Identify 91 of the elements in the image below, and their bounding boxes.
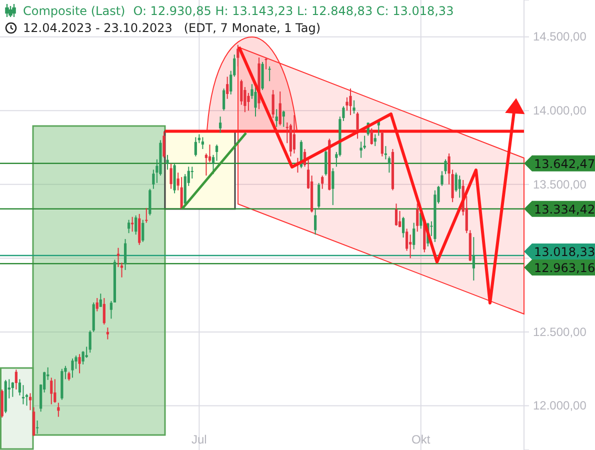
- candlestick: [166, 154, 169, 170]
- candlestick: [57, 402, 60, 418]
- y-tick-label: 14.500,00: [533, 30, 587, 44]
- candlestick: [321, 175, 324, 190]
- candlestick: [282, 110, 285, 128]
- candlestick: [440, 170, 444, 186]
- candlestick: [145, 208, 148, 224]
- y-tick-label: 12.500,00: [533, 324, 587, 339]
- candlestick: [388, 156, 391, 174]
- y-tick-label: 13.500,00: [533, 177, 587, 192]
- candlestick: [162, 130, 166, 158]
- candlestick: [71, 358, 74, 378]
- chart-title: Composite (Last): [23, 4, 126, 18]
- candlestick: [384, 146, 387, 160]
- candlestick: [402, 216, 405, 238]
- candlestick: [278, 90, 282, 126]
- candlestick: [194, 136, 197, 157]
- candlestick: [352, 100, 356, 114]
- candlestick: [128, 219, 130, 234]
- candlestick: [332, 168, 334, 206]
- candlestick: [102, 298, 106, 326]
- text: 12.04.2023 - 23.10.2023 (EDT, 7 Monate, 1 Tag): [23, 21, 321, 35]
- candlestick: [170, 163, 172, 190]
- candlestick: [14, 369, 18, 390]
- candlestick: [134, 214, 138, 236]
- x-tick-label: Jul: [192, 432, 207, 447]
- candlestick: [412, 222, 416, 250]
- candlestick: [349, 88, 352, 116]
- candlestick: [268, 66, 271, 82]
- candlestick: [106, 327, 109, 340]
- candlestick: [264, 57, 268, 70]
- candlestick: [148, 188, 152, 216]
- candlestick: [314, 208, 317, 236]
- candlestick: [458, 175, 461, 198]
- candlestick: [324, 150, 328, 176]
- candlestick: [240, 79, 243, 106]
- candlestick: [292, 114, 296, 154]
- candlestick: [85, 346, 88, 358]
- candlestick: [444, 158, 447, 175]
- candlestick: [247, 92, 250, 112]
- candlestick: [254, 86, 257, 118]
- candlestick: [394, 203, 398, 226]
- candlestick: [318, 182, 320, 209]
- candlestick: [96, 298, 98, 312]
- candlestick: [409, 234, 412, 259]
- ref-line-label: 13.018,33: [534, 245, 595, 260]
- ref-line-label: 12.963,16: [534, 261, 595, 276]
- candlestick: [180, 176, 183, 210]
- candlestick: [82, 350, 84, 365]
- candlestick: [131, 216, 134, 232]
- candlestick: [78, 354, 81, 374]
- annotation: O: 12.930,85 H: 13.143,23 L: 12.848,83 C: 13.018,33: [133, 4, 454, 18]
- candlestick: [22, 384, 25, 405]
- candlestick: [272, 90, 274, 119]
- candlestick: [226, 76, 229, 100]
- candlestick: [212, 154, 215, 175]
- candlestick: [406, 228, 408, 252]
- candlestick: [215, 144, 218, 162]
- ref-line-label: 13.334,42: [534, 202, 595, 216]
- y-tick-label: 12.000,00: [533, 398, 587, 413]
- candlestick: [356, 112, 359, 140]
- candlestick: [346, 96, 348, 112]
- candlestick: [380, 130, 384, 157]
- x-tick-label: Okt: [412, 432, 431, 447]
- candlestick: [201, 136, 204, 150]
- candlestick: [222, 88, 226, 112]
- candlestick: [416, 203, 419, 232]
- candlestick: [124, 238, 127, 270]
- candlestick: [219, 116, 222, 134]
- candlestick: [275, 108, 278, 128]
- candlestick: [50, 377, 53, 405]
- candlestick: [370, 128, 373, 146]
- candlestick: [152, 169, 155, 190]
- candlestick: [208, 144, 212, 163]
- candlestick: [110, 300, 113, 320]
- candlestick: [36, 420, 39, 434]
- candlestick: [99, 293, 102, 308]
- y-tick-label: 14.000,00: [533, 103, 587, 118]
- candlestick: [236, 44, 240, 67]
- candlestick: [11, 382, 14, 398]
- candlestick: [54, 378, 56, 404]
- candlestick: [472, 236, 475, 281]
- candlestick: [88, 330, 92, 354]
- candlestick: [190, 166, 194, 180]
- candlestick: [120, 262, 124, 278]
- candlestick: [32, 406, 36, 436]
- candlestick: [25, 393, 28, 406]
- candlestick: [28, 392, 32, 411]
- candlestick: [374, 134, 376, 147]
- ref-line-label: 13.642,47: [534, 156, 595, 171]
- candlestick: [142, 219, 144, 242]
